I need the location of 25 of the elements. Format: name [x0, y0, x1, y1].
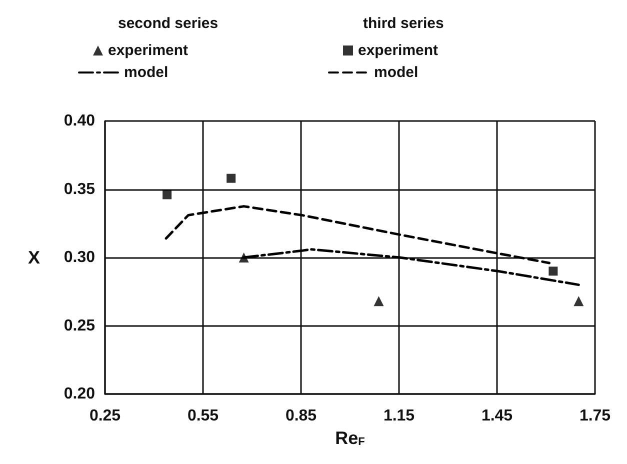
point	[226, 174, 236, 183]
y-tick-label: 0.25	[64, 317, 96, 334]
point	[374, 296, 384, 306]
line-series	[164, 205, 551, 264]
point	[162, 190, 172, 200]
legend-label: model	[374, 64, 418, 81]
point	[548, 266, 558, 276]
x-tick-label: 0.25	[89, 408, 121, 424]
x-tick-label: 1.45	[481, 408, 513, 424]
y-tick-label: 0.35	[64, 180, 96, 198]
x-axis-title: ReF	[335, 428, 366, 448]
x-tick-label: 0.85	[285, 408, 317, 424]
legend-label: model	[124, 64, 168, 81]
legend-label: experiment	[358, 42, 438, 59]
x-tick-label: 0.55	[187, 408, 219, 424]
y-tick-label: 0.30	[64, 249, 96, 266]
point	[574, 296, 584, 306]
x-tick-label: 1.75	[579, 408, 611, 424]
y-tick-label: 0.20	[64, 386, 96, 402]
legend-label: experiment	[108, 42, 188, 59]
y-tick-label: 0.40	[64, 112, 96, 130]
text: second series	[118, 15, 218, 32]
x-tick-label: 1.15	[383, 408, 415, 424]
y-axis-title: X	[28, 248, 40, 268]
text: third series	[363, 15, 444, 32]
